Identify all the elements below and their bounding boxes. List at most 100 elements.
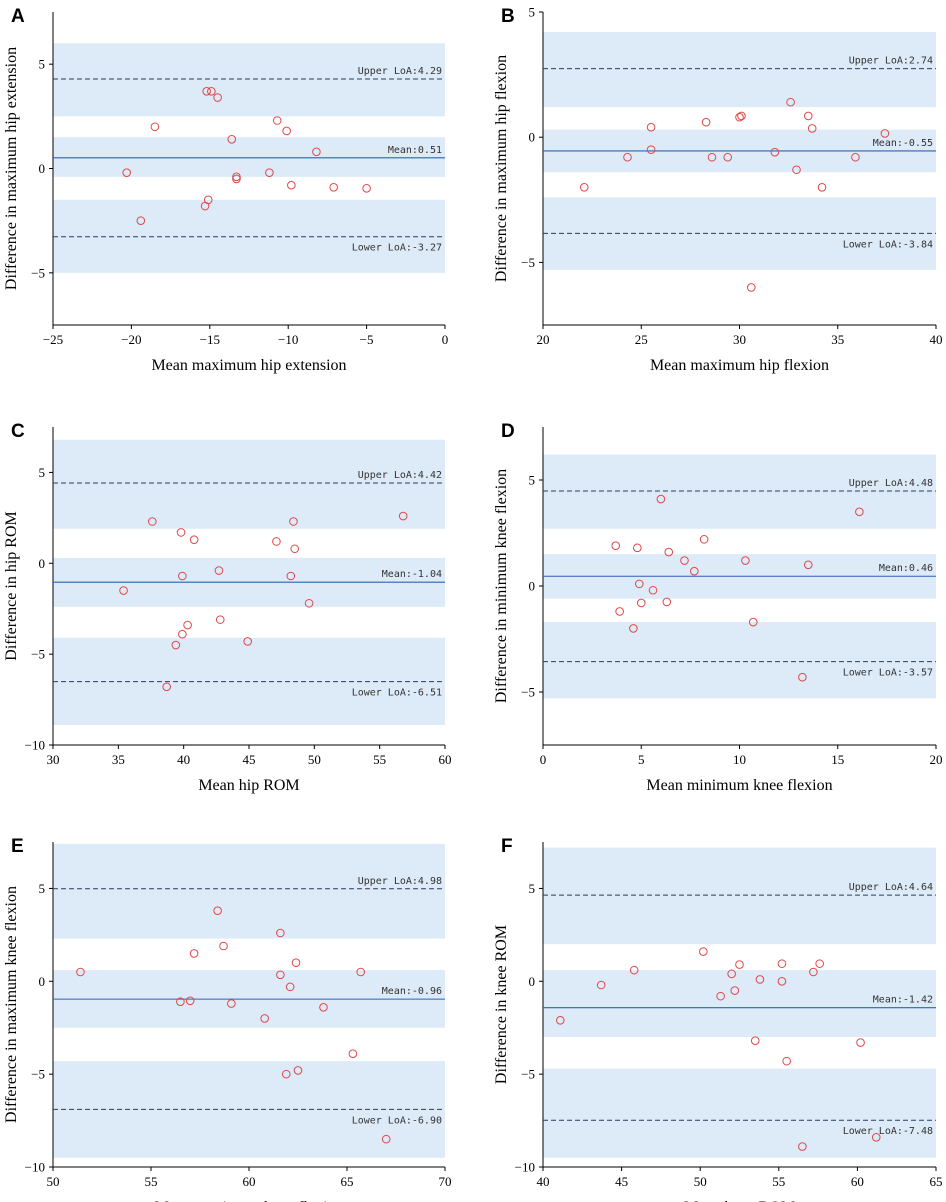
data-point [707,152,717,162]
lower-loa-label: Lower LoA:-3.57 [843,668,933,679]
x-tick-label: 0 [540,752,547,767]
x-tick-label: −25 [43,332,63,347]
y-tick-label: 0 [529,579,536,594]
data-point [735,960,744,969]
data-point [356,967,366,977]
upper-loa-label: Upper LoA:4.29 [358,66,442,77]
x-tick-label: 0 [442,332,449,347]
x-tick-label: 45 [615,1174,628,1189]
x-tick-label: 70 [439,1174,452,1189]
data-point [636,598,646,608]
x-tick-label: 50 [308,752,321,767]
data-point [289,517,298,526]
data-point [122,168,131,177]
y-axis-title: Difference in hip ROM [3,511,20,660]
y-tick-label: 0 [39,161,46,176]
x-tick-label: 45 [243,752,256,767]
x-tick-label: −20 [121,332,141,347]
mean-label: Mean:-1.42 [873,995,933,1006]
data-point [282,126,291,136]
data-point [213,93,222,102]
panel-a: A −25 −20 −15 −10 −5 0 −5 0 5 Mean maximum hip ext… [3,6,448,374]
mean-label: Mean:-0.55 [873,138,933,149]
lower-loa-label: Lower LoA:-6.90 [352,1115,442,1126]
x-axis-title: Mean hip ROM [198,777,299,794]
y-tick-label: 0 [529,974,536,989]
background-band [53,439,445,529]
y-tick-label: 0 [39,556,46,571]
data-point [777,976,787,986]
x-tick-label: 40 [537,1174,550,1189]
data-point [76,967,85,977]
data-point [809,967,818,977]
panel-letter: A [11,6,25,27]
data-point [727,969,736,979]
upper-loa-label: Upper LoA:4.98 [358,876,442,887]
x-tick-label: 10 [733,752,746,767]
data-point [136,216,146,225]
x-tick-label: 50 [47,1174,60,1189]
x-tick-label: 5 [638,752,645,767]
data-point [629,624,638,633]
y-axis-title: Difference in maximum hip extension [3,47,20,290]
x-axis-title: Mean maximum knee flexion [155,1199,344,1202]
data-point [272,116,282,125]
y-tick-label: 5 [529,473,536,488]
background-band [543,622,936,699]
y-tick-label: −5 [521,255,535,270]
data-point [792,165,801,175]
data-point [782,1056,791,1066]
mean-label: Mean:-1.04 [382,569,442,580]
data-point [281,1069,291,1079]
data-point [615,607,624,616]
panel-f: F 40 45 50 55 60 65 −10 −5 0 5 Mean knee ROM Differe… [493,836,943,1202]
data-point [623,152,632,162]
data-point [855,507,864,517]
x-tick-label: 40 [930,332,943,347]
data-point [629,965,639,975]
data-point [746,283,756,292]
x-tick-label: 65 [341,1174,354,1189]
data-point [243,637,252,646]
background-band [543,1068,936,1158]
data-point [232,174,241,184]
data-point [176,997,185,1007]
data-point [214,566,224,575]
data-point [656,494,666,504]
data-point [579,182,589,192]
y-tick-label: 0 [529,130,536,145]
data-point [634,579,644,589]
background-band [543,454,936,529]
panel-letter: F [501,836,513,857]
data-point [213,906,222,916]
mean-label: Mean:0.51 [388,145,442,156]
data-point [716,991,725,1001]
upper-loa-label: Upper LoA:4.48 [849,478,933,489]
y-tick-label: −5 [31,647,45,662]
data-point [207,86,216,96]
y-tick-label: 5 [529,5,536,20]
data-point [755,975,765,984]
data-point [285,982,295,992]
lower-loa-label: Lower LoA:-3.84 [843,239,933,250]
x-tick-label: 30 [47,752,60,767]
y-tick-label: −10 [25,738,45,753]
data-point [815,959,824,968]
data-point [329,182,338,192]
data-point [148,517,157,526]
data-point [227,134,237,144]
data-point [185,996,195,1006]
data-point [178,629,187,639]
y-tick-label: 5 [39,465,46,480]
background-band [53,43,445,117]
background-band [543,847,936,945]
upper-loa-label: Upper LoA:2.74 [849,56,933,67]
data-point [880,129,890,138]
data-point [293,1066,303,1075]
data-point [232,172,241,182]
data-point [690,566,699,576]
data-point [741,556,750,565]
data-point [777,959,787,968]
data-point [798,672,807,682]
